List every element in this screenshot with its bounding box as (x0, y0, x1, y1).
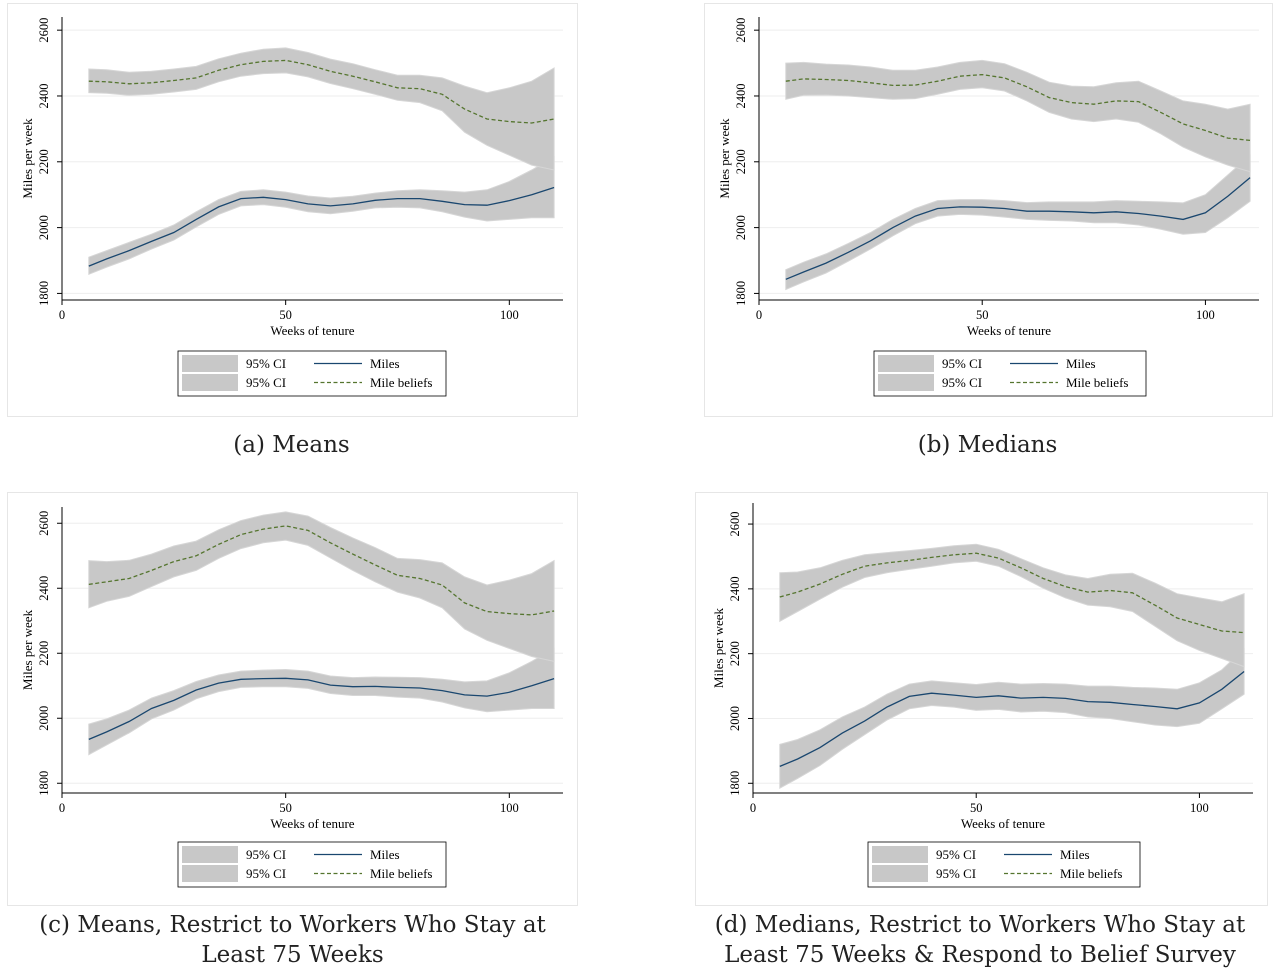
y-tick-label: 2000 (37, 215, 51, 240)
x-tick-label: 0 (59, 308, 65, 322)
y-axis-label: Miles per week (20, 118, 35, 199)
y-tick-label: 2200 (37, 641, 51, 666)
legend-label-ci: 95% CI (942, 375, 982, 390)
legend-label-ci: 95% CI (246, 375, 286, 390)
x-axis-label: Weeks of tenure (967, 323, 1051, 338)
legend-swatch-ci (872, 846, 928, 863)
series-line-mile-beliefs (779, 552, 1245, 634)
caption-d: (d) Medians, Restrict to Workers Who Sta… (714, 912, 1246, 968)
series-line-miles (88, 186, 555, 267)
legend-label-ci: 95% CI (942, 356, 982, 371)
x-tick-label: 0 (756, 308, 762, 322)
x-axis-label: Weeks of tenure (961, 816, 1045, 831)
ci-band-mile-beliefs (88, 511, 555, 663)
y-axis-label: Miles per week (20, 609, 35, 690)
caption-b: (b) Medians (917, 432, 1058, 458)
legend: 95% CI Miles 95% CI Mile beliefs (177, 841, 447, 888)
y-tick-label: 2000 (37, 706, 51, 731)
chart-c: 1800 2000 2200 2400 2600 0 50 100 Weeks of tenur… (20, 507, 563, 888)
x-tick-label: 0 (59, 801, 65, 815)
ci-band-miles (88, 647, 555, 756)
y-tick-label: 2400 (37, 83, 51, 108)
y-axis-label: Miles per week (717, 118, 732, 199)
legend: 95% CI Miles 95% CI Mile beliefs (873, 350, 1147, 397)
ci-band-miles (779, 647, 1245, 789)
series-line-miles (785, 177, 1251, 280)
x-axis-label: Weeks of tenure (270, 323, 354, 338)
y-tick-label: 2600 (734, 18, 748, 43)
legend-swatch-ci (872, 865, 928, 882)
x-tick-label: 100 (1196, 308, 1215, 322)
x-axis-label: Weeks of tenure (270, 816, 354, 831)
legend-label-series: Miles (370, 356, 400, 371)
x-tick-label: 50 (279, 308, 292, 322)
ci-band-miles (785, 154, 1251, 291)
series-line-miles (779, 670, 1245, 768)
y-tick-label: 1800 (37, 771, 51, 796)
caption-a: (a) Means (233, 432, 350, 458)
legend-swatch-ci (878, 374, 934, 391)
x-tick-label: 100 (500, 308, 519, 322)
y-tick-label: 2400 (734, 83, 748, 108)
y-tick-label: 2200 (728, 641, 742, 666)
legend-label-ci: 95% CI (246, 866, 286, 881)
x-tick-label: 0 (750, 801, 756, 815)
y-tick-label: 2200 (37, 149, 51, 174)
ci-band-miles (88, 156, 555, 276)
legend: 95% CI Miles 95% CI Mile beliefs (177, 350, 447, 397)
ci-band-mile-beliefs (785, 59, 1251, 173)
y-tick-label: 2600 (37, 511, 51, 536)
legend-label-series: Miles (1060, 847, 1090, 862)
y-tick-label: 1800 (728, 771, 742, 796)
y-tick-label: 2400 (728, 576, 742, 601)
legend-swatch-ci (182, 374, 238, 391)
series-line-mile-beliefs (88, 525, 555, 616)
chart-a: 1800 2000 2200 2400 2600 0 50 100 Weeks of tenur… (20, 17, 563, 397)
y-axis-label: Miles per week (711, 607, 726, 688)
x-tick-label: 100 (1190, 801, 1209, 815)
caption-c: (c) Means, Restrict to Workers Who Stay … (39, 912, 546, 968)
series-line-mile-beliefs (88, 59, 555, 124)
y-tick-label: 2200 (734, 149, 748, 174)
series-line-mile-beliefs (785, 73, 1251, 142)
legend: 95% CI Miles 95% CI Mile beliefs (867, 841, 1141, 888)
legend-label-series: Mile beliefs (370, 375, 432, 390)
y-tick-label: 2600 (728, 512, 742, 537)
legend-label-series: Mile beliefs (1060, 866, 1122, 881)
x-tick-label: 50 (279, 801, 292, 815)
chart-b: 1800 2000 2200 2400 2600 0 50 100 Weeks of tenur… (717, 17, 1259, 397)
panel-c: 1800 2000 2200 2400 2600 0 50 100 Weeks of tenur… (7, 492, 578, 968)
legend-label-ci: 95% CI (936, 866, 976, 881)
chart-d: 1800 2000 2200 2400 2600 0 50 100 Weeks of tenur… (711, 503, 1253, 888)
panel-a: 1800 2000 2200 2400 2600 0 50 100 Weeks of tenur… (0, 0, 638, 486)
legend-swatch-ci (878, 355, 934, 372)
legend-label-series: Miles (1066, 356, 1096, 371)
panel-b: 1800 2000 2200 2400 2600 0 50 100 Weeks of tenur… (704, 3, 1273, 458)
legend-label-series: Miles (370, 847, 400, 862)
legend-swatch-ci (182, 865, 238, 882)
x-tick-label: 100 (500, 801, 519, 815)
legend-label-series: Mile beliefs (370, 866, 432, 881)
legend-label-ci: 95% CI (936, 847, 976, 862)
x-tick-label: 50 (976, 308, 989, 322)
ci-band-mile-beliefs (88, 47, 555, 171)
legend-swatch-ci (182, 355, 238, 372)
legend-swatch-ci (182, 846, 238, 863)
y-tick-label: 2400 (37, 576, 51, 601)
y-tick-label: 1800 (734, 281, 748, 306)
y-tick-label: 1800 (37, 281, 51, 306)
x-tick-label: 50 (970, 801, 983, 815)
legend-label-ci: 95% CI (246, 356, 286, 371)
y-tick-label: 2600 (37, 18, 51, 43)
y-tick-label: 2000 (728, 706, 742, 731)
legend-label-ci: 95% CI (246, 847, 286, 862)
ci-band-mile-beliefs (779, 543, 1245, 668)
legend-label-series: Mile beliefs (1066, 375, 1128, 390)
y-tick-label: 2000 (734, 215, 748, 240)
series-line-miles (88, 677, 555, 740)
